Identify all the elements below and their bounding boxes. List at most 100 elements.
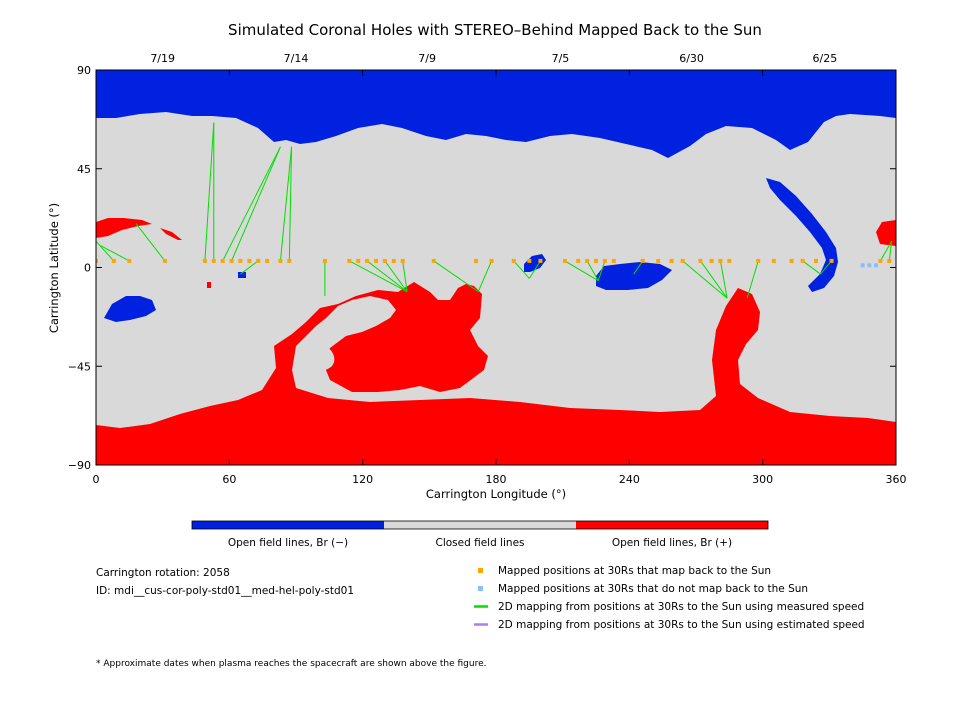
negative-patch-195 — [524, 254, 546, 272]
x-tick-label: 240 — [619, 473, 640, 486]
mapping-line — [402, 260, 408, 292]
y-tick-label: 0 — [84, 262, 91, 275]
mapped-point — [202, 258, 207, 263]
legend-label: Mapped positions at 30Rs that do not map… — [498, 583, 808, 595]
mapped-point — [391, 258, 396, 263]
colorbar-segment — [576, 521, 768, 529]
mapped-point — [356, 258, 361, 263]
y-tick-label: −90 — [68, 459, 91, 472]
mapped-point — [656, 258, 661, 263]
mapped-point — [789, 258, 794, 263]
mapped-point — [162, 258, 167, 263]
y-tick-label: 45 — [77, 163, 91, 176]
unmapped-point — [867, 263, 872, 268]
mapping-line — [384, 260, 408, 292]
mapping-line — [240, 260, 259, 275]
y-tick-label: 90 — [77, 64, 91, 77]
mapping-line — [700, 260, 728, 299]
y-tick-label: −45 — [68, 360, 91, 373]
positive-hole-east — [876, 220, 896, 246]
mapped-point — [640, 258, 645, 263]
x-axis: 0 60 120 180 240 300 360 — [93, 70, 907, 486]
colorbar-segment — [192, 521, 384, 529]
mapped-point — [265, 258, 270, 263]
mapped-point — [489, 258, 494, 263]
top-date-label: 7/14 — [284, 52, 309, 65]
legend-label: 2D mapping from positions at 30Rs to the… — [498, 619, 865, 631]
mapping-line — [366, 260, 408, 293]
mapped-point — [602, 258, 607, 263]
mapped-point — [474, 258, 478, 263]
legend-marker — [478, 586, 483, 591]
mapping-line — [100, 245, 130, 262]
negative-dot — [238, 272, 246, 278]
x-tick-label: 360 — [886, 473, 907, 486]
colorbar-label: Open field lines, Br (+) — [612, 537, 732, 549]
negative-patch-230 — [596, 262, 672, 290]
colorbar-frame — [191, 520, 769, 530]
positive-dot — [207, 282, 211, 288]
unmapped-point — [860, 263, 865, 268]
mapped-point — [718, 258, 723, 263]
mapped-point — [374, 258, 378, 263]
mapped-point — [829, 258, 834, 263]
mapping-line — [231, 146, 281, 262]
mapped-point — [527, 258, 532, 263]
colorbar: Open field lines, Br (−) Closed field lin… — [191, 520, 769, 549]
top-date-label: 7/9 — [418, 52, 436, 65]
mapping-line — [513, 260, 530, 279]
mapping-line — [477, 260, 493, 292]
mapped-point — [365, 258, 370, 263]
x-tick-label: 60 — [222, 473, 236, 486]
footnote: * Approximate dates when plasma reaches … — [96, 659, 487, 669]
mapped-point — [771, 258, 776, 263]
legend-label: 2D mapping from positions at 30Rs to the… — [498, 601, 864, 613]
mapping-line — [633, 260, 644, 275]
mapped-point — [431, 258, 436, 263]
chart-title: Simulated Coronal Holes with STEREO–Behi… — [228, 21, 762, 39]
mapped-point — [594, 258, 598, 263]
mapped-point — [238, 258, 243, 263]
y-axis: −90 −45 0 45 90 — [68, 64, 896, 472]
mapped-point — [96, 258, 98, 263]
mapped-point — [511, 258, 516, 263]
mapping-line — [204, 122, 215, 261]
model-id: ID: mdi__cus-cor-poly-std01__med-hel-pol… — [96, 585, 354, 597]
x-axis-label: Carrington Longitude (°) — [426, 487, 566, 501]
north-polar-negative-hole — [96, 70, 896, 158]
mapped-point — [382, 258, 387, 263]
mapping-line — [528, 260, 541, 279]
mapping-line — [222, 146, 281, 262]
mapped-point — [669, 258, 674, 263]
top-date-label: 7/5 — [552, 52, 570, 65]
top-date-label: 6/30 — [679, 52, 704, 65]
mapped-point — [322, 258, 327, 263]
top-date-label: 7/19 — [150, 52, 175, 65]
mapping-line — [135, 223, 166, 262]
mapped-point — [756, 258, 761, 263]
mapped-point — [562, 258, 567, 263]
mapped-point — [256, 258, 261, 263]
mapped-point — [111, 258, 116, 263]
y-axis-label: Carrington Latitude (°) — [47, 203, 61, 333]
mapping-line — [349, 260, 408, 293]
mapped-point — [814, 258, 818, 263]
closed-island-south — [300, 339, 335, 371]
x-tick-label: 120 — [352, 473, 373, 486]
top-date-label: 6/25 — [813, 52, 838, 65]
mapping-line — [746, 260, 759, 299]
positive-hole-west — [96, 218, 152, 238]
mapped-point — [887, 258, 892, 263]
mapped-point — [727, 258, 732, 263]
carrington-rotation: Carrington rotation: 2058 — [96, 567, 230, 579]
south-polar-positive-hole — [96, 282, 896, 465]
legend-marker — [478, 568, 483, 573]
mapping-line — [820, 260, 832, 275]
mapped-point — [611, 258, 616, 263]
mapped-point — [698, 258, 703, 263]
colorbar-label: Open field lines, Br (−) — [228, 537, 348, 549]
mapped-point — [800, 258, 805, 263]
mapping-line — [433, 260, 479, 293]
unmapped-point — [874, 263, 878, 268]
